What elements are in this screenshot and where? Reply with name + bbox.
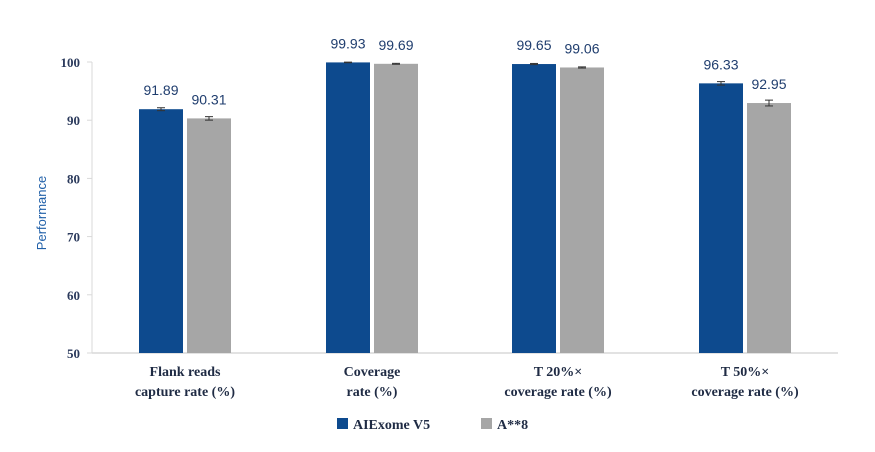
x-tick-label: T 20%× coverage rate (%) xyxy=(504,365,612,400)
y-ticks: 50 60 70 80 90 100 xyxy=(61,55,92,361)
y-tick-label: 60 xyxy=(67,288,80,303)
bar-series1 xyxy=(139,109,183,354)
y-tick-label: 70 xyxy=(67,230,80,245)
data-label: 99.06 xyxy=(564,40,599,56)
data-label: 99.93 xyxy=(330,35,365,51)
y-tick-label: 90 xyxy=(67,113,80,128)
y-tick-label: 100 xyxy=(61,55,81,70)
bar-series2 xyxy=(187,118,231,353)
category-labels: Flank reads capture rate (%) Coverage rate … xyxy=(135,365,799,400)
legend-label: AIExome V5 xyxy=(353,418,430,433)
data-label: 96.33 xyxy=(703,56,738,72)
bar-series1 xyxy=(326,62,370,353)
x-tick-label: Coverage rate (%) xyxy=(344,365,401,400)
y-axis-label: Performance xyxy=(34,176,49,250)
legend-swatch xyxy=(481,418,492,429)
bar-series2 xyxy=(560,67,604,354)
bar-series2 xyxy=(374,63,418,353)
data-label: 99.69 xyxy=(378,37,413,53)
legend-label: A**8 xyxy=(497,418,528,433)
data-label: 90.31 xyxy=(191,91,226,107)
bar-series1 xyxy=(512,64,556,354)
x-tick-label: Flank reads capture rate (%) xyxy=(135,365,235,400)
data-label: 99.65 xyxy=(516,37,551,53)
y-tick-label: 80 xyxy=(67,171,80,186)
data-label: 92.95 xyxy=(751,76,786,92)
bar-series2 xyxy=(747,103,791,353)
legend-swatch xyxy=(337,418,348,429)
x-tick-label: T 50%× coverage rate (%) xyxy=(691,365,799,400)
y-tick-label: 50 xyxy=(67,346,80,361)
bars: 91.89 99.93 99.65 96.33 90.31 99.69 99.06 92.95 xyxy=(139,35,791,354)
bar-series1 xyxy=(699,83,743,353)
data-label: 91.89 xyxy=(143,82,178,98)
legend: AIExome V5 A**8 xyxy=(337,418,528,433)
